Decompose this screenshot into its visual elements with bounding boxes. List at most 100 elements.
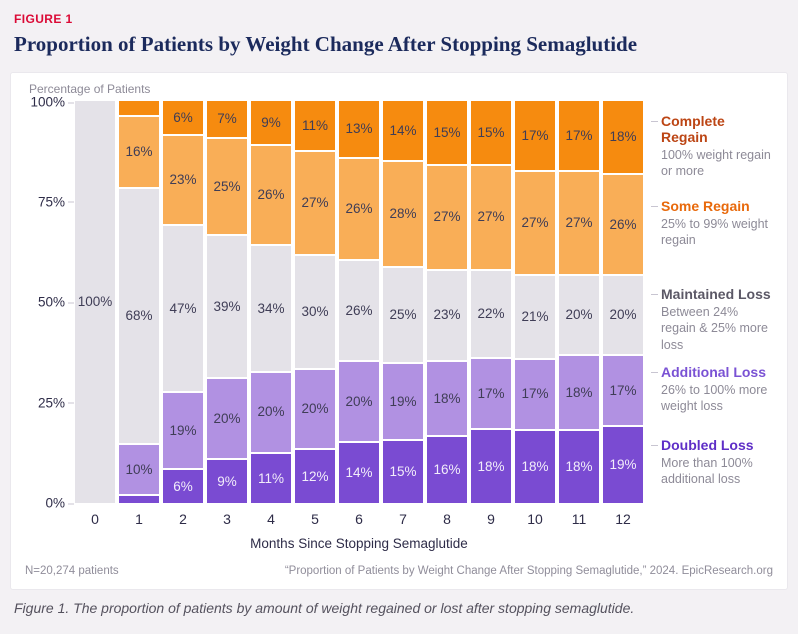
bar-value-label: 19% — [609, 457, 637, 473]
bar-value-label: 17% — [521, 127, 549, 143]
bar-value-label: 100% — [77, 294, 113, 310]
bar-segment: 16% — [119, 117, 159, 190]
y-tick-50: 50% — [37, 294, 75, 310]
y-tick-25: 25% — [37, 395, 75, 410]
x-tick-label: 5 — [311, 511, 319, 527]
bar-value-label: 17% — [565, 127, 593, 143]
bar-segment: 14% — [383, 101, 423, 162]
bar-segment: 21% — [515, 275, 555, 360]
bar-segment: 27% — [559, 172, 599, 276]
x-tick-labels: 0 1 2 3 4 5 6 7 8 9 10 11 12 — [75, 511, 643, 527]
bar-segment: 26% — [603, 175, 643, 276]
bar-value-label: 30% — [301, 304, 329, 320]
bar-value-label: 20% — [609, 307, 637, 323]
bar-segment: 15% — [383, 441, 423, 503]
bar-segment: 19% — [603, 427, 643, 503]
bar-month-2: 6% 19% 47% 23% 6% — [163, 101, 203, 503]
bar-segment: 7% — [207, 101, 247, 140]
page: FIGURE 1 Proportion of Patients by Weigh… — [0, 0, 798, 57]
bar-segment: 20% — [603, 275, 643, 357]
plot-column: 100% 10% 68% 16% 6% 19% 47% 23% 6% 9% 20% 39% 25% 7% 1… — [75, 100, 643, 551]
bar-value-label: 6% — [173, 478, 193, 494]
bar-segment: 27% — [515, 172, 555, 276]
x-tick-label: 10 — [527, 511, 543, 527]
bar-value-label: 7% — [217, 111, 237, 127]
x-tick-label: 8 — [443, 511, 451, 527]
bar-value-label: 18% — [433, 390, 461, 406]
bar-segment: 19% — [383, 364, 423, 442]
bar-value-label: 18% — [521, 459, 549, 475]
bar-month-5: 12% 20% 30% 27% 11% — [295, 100, 335, 503]
bar-segment: 17% — [559, 101, 599, 173]
x-tick-label: 9 — [487, 511, 495, 527]
legend-entry-maintained-loss: Maintained Loss Between 24% regain & 25%… — [651, 286, 775, 353]
bar-value-label: 16% — [125, 144, 153, 160]
legend-desc-complete-regain: 100% weight regain or more — [661, 148, 771, 179]
chart-card: Percentage of Patients 100% 75% 50% 25% … — [10, 72, 788, 590]
bar-value-label: 10% — [125, 461, 153, 477]
bar-month-11: 18% 18% 20% 27% 17% — [559, 101, 599, 503]
bar-segment: 23% — [427, 270, 467, 362]
bar-segment: 27% — [295, 152, 335, 257]
bar-value-label: 18% — [609, 129, 637, 145]
bar-segment: 12% — [295, 450, 335, 503]
bar-segment: 11% — [251, 453, 291, 503]
x-tick-label: 0 — [91, 511, 99, 527]
bar-segment: 100% — [75, 101, 115, 503]
bar-value-label: 15% — [477, 124, 505, 140]
x-axis-title: Months Since Stopping Semaglutide — [250, 536, 468, 551]
bar-segment: 20% — [251, 372, 291, 454]
x-tick-label: 3 — [223, 511, 231, 527]
bar-value-label: 19% — [169, 422, 197, 438]
legend: Complete Regain 100% weight regain or mo… — [651, 101, 775, 503]
bar-month-4: 11% 20% 34% 26% 9% — [251, 100, 291, 503]
bar-value-label: 20% — [257, 404, 285, 420]
y-tick-0: 0% — [45, 495, 74, 511]
bar-month-9: 18% 17% 22% 27% 15% — [471, 101, 511, 503]
bar-value-label: 12% — [301, 468, 329, 484]
bar-segment: 9% — [251, 100, 291, 146]
bar-value-label: 27% — [521, 215, 549, 231]
bar-value-label: 17% — [477, 385, 505, 401]
bar-segment: 27% — [471, 165, 511, 271]
bar-segment: 19% — [163, 393, 203, 471]
bar-segment: 18% — [515, 430, 555, 503]
legend-desc-doubled-loss: More than 100% additional loss — [661, 456, 753, 487]
bar-month-0: 100% — [75, 101, 115, 503]
x-tick-label: 11 — [571, 511, 587, 527]
bar-value-label: 14% — [389, 122, 417, 138]
bar-value-label: 27% — [565, 215, 593, 231]
bar-segment: 17% — [515, 359, 555, 431]
bar-value-label: 9% — [261, 114, 281, 130]
bar-month-6: 14% 20% 26% 26% 13% — [339, 101, 379, 503]
bar-segment: 20% — [295, 369, 335, 451]
bar-value-label: 19% — [389, 393, 417, 409]
x-tick-label: 4 — [267, 511, 275, 527]
y-axis: 100% 75% 50% 25% 0% — [23, 95, 75, 511]
bar-value-label: 11% — [301, 117, 329, 133]
bar-value-label: 14% — [345, 465, 373, 481]
y-tick-100: 100% — [30, 94, 74, 110]
legend-entry-some-regain: Some Regain 25% to 99% weight regain — [651, 198, 775, 249]
bar-month-1: 10% 68% 16% — [119, 101, 159, 503]
bar-segment: 25% — [383, 267, 423, 365]
bar-segment: 10% — [119, 445, 159, 496]
bar-value-label: 28% — [389, 206, 417, 222]
bar-segment: 17% — [471, 358, 511, 431]
bar-segment: 18% — [559, 356, 599, 431]
bar-segment: 27% — [427, 165, 467, 271]
bar-segment: 11% — [295, 100, 335, 153]
bar-month-7: 15% 19% 25% 28% 14% — [383, 101, 423, 503]
bar-value-label: 11% — [257, 470, 285, 486]
bar-segment: 6% — [163, 101, 203, 136]
bar-segment: 68% — [119, 189, 159, 446]
bar-segment: 20% — [207, 379, 247, 461]
x-tick-label: 6 — [355, 511, 363, 527]
bar-value-label: 26% — [609, 216, 637, 232]
bar-segment: 15% — [471, 101, 511, 166]
bar-segment: 18% — [559, 430, 599, 503]
legend-entry-complete-regain: Complete Regain 100% weight regain or mo… — [651, 113, 775, 180]
bar-value-label: 17% — [521, 386, 549, 402]
bar-value-label: 13% — [345, 121, 373, 137]
bar-value-label: 9% — [217, 473, 237, 489]
